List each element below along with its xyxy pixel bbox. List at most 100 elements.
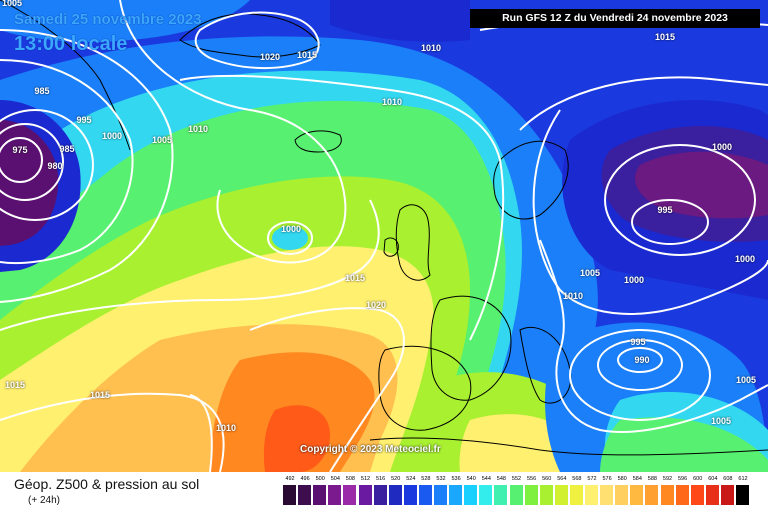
legend-value-label: 516 xyxy=(376,476,386,482)
coast-canada xyxy=(0,0,131,151)
legend-color-swatch xyxy=(449,485,463,505)
legend-item: 556 xyxy=(524,476,538,508)
legend-value-label: 492 xyxy=(285,476,295,482)
isobar-980 xyxy=(0,123,64,201)
isobar-1020 xyxy=(249,307,405,472)
isobar-label: 1015 xyxy=(4,380,26,390)
isobar-label: 1000 xyxy=(280,224,302,234)
isobar-label: 1015 xyxy=(654,32,676,42)
color-scale-legend: 492 496 500 504 508 512 516 520 524 528 532 536 540 5… xyxy=(283,476,751,508)
legend-item: 532 xyxy=(434,476,447,508)
isobar-label: 1010 xyxy=(215,423,237,433)
legend-color-swatch xyxy=(418,485,432,505)
isobar-label: 1015 xyxy=(89,390,111,400)
legend-value-label: 520 xyxy=(391,476,401,482)
legend-color-swatch xyxy=(328,485,342,505)
map-title: Géop. Z500 & pression au sol xyxy=(14,476,200,492)
isobar-label: 1010 xyxy=(420,43,442,53)
legend-color-swatch xyxy=(690,485,704,505)
legend-item: 504 xyxy=(328,476,342,508)
field-north-deep xyxy=(330,0,470,42)
legend-item: 492 xyxy=(283,476,296,508)
legend-item: 584 xyxy=(630,476,644,508)
legend-value-label: 584 xyxy=(632,476,642,482)
coast-iceland xyxy=(294,130,342,153)
legend-item: 576 xyxy=(600,476,614,508)
legend-item: 516 xyxy=(373,476,387,508)
legend-item: 508 xyxy=(343,476,357,508)
isobar-1000-east xyxy=(604,144,756,256)
legend-color-swatch xyxy=(298,485,312,505)
legend-color-swatch xyxy=(539,485,553,505)
isobar-990-south xyxy=(617,347,663,373)
legend-value-label: 608 xyxy=(723,476,733,482)
coast-africa xyxy=(369,437,768,456)
isobar-1015-b xyxy=(0,392,225,472)
isobar-label: 1010 xyxy=(381,97,403,107)
isobar-label: 985 xyxy=(59,144,75,154)
isobar-995 xyxy=(0,59,134,265)
isobar-label: 1005 xyxy=(579,268,601,278)
isobar-975 xyxy=(0,137,43,183)
isobar-label: 995 xyxy=(630,337,646,347)
coast-uk xyxy=(395,204,431,281)
legend-color-swatch xyxy=(630,485,644,505)
isobar-1010-b xyxy=(179,74,505,341)
legend-color-swatch xyxy=(283,485,296,505)
legend-value-label: 508 xyxy=(345,476,355,482)
isobar-label: 995 xyxy=(657,205,673,215)
coast-italy xyxy=(519,326,572,404)
isobar-label: 1010 xyxy=(562,291,584,301)
legend-item: 536 xyxy=(449,476,463,508)
legend-color-swatch xyxy=(554,485,568,505)
synoptic-map: 1005 985 975 980 985 995 1000 1005 1010 … xyxy=(0,0,768,472)
isobar-1015-a xyxy=(0,199,380,331)
isobar-label: 1000 xyxy=(734,254,756,264)
legend-color-swatch xyxy=(358,485,372,505)
isobar-label: 1010 xyxy=(187,124,209,134)
legend-item: 552 xyxy=(509,476,523,508)
isobar-1000-south xyxy=(569,329,711,421)
legend-item: 540 xyxy=(464,476,478,508)
legend-value-label: 524 xyxy=(406,476,416,482)
isobar-label: 1020 xyxy=(259,52,281,62)
legend-value-label: 504 xyxy=(330,476,340,482)
legend-color-swatch xyxy=(403,485,417,505)
legend-item: 500 xyxy=(313,476,327,508)
legend-value-label: 512 xyxy=(360,476,371,482)
coast-france xyxy=(430,295,512,401)
isobar-985 xyxy=(0,109,94,221)
legend-item: 580 xyxy=(615,476,629,508)
legend-value-label: 556 xyxy=(527,476,537,482)
legend-value-label: 600 xyxy=(693,476,703,482)
legend-color-swatch xyxy=(736,485,749,505)
legend-value-label: 572 xyxy=(587,476,597,482)
legend-color-swatch xyxy=(660,485,674,505)
legend-color-swatch xyxy=(464,485,478,505)
isobar-label: 1000 xyxy=(101,131,123,141)
legend-color-swatch xyxy=(494,485,508,505)
legend-color-swatch xyxy=(705,485,719,505)
legend-value-label: 536 xyxy=(451,476,461,482)
legend-item: 572 xyxy=(585,476,598,508)
legend-item: 604 xyxy=(705,476,719,508)
legend-item: 600 xyxy=(690,476,704,508)
coast-iberia xyxy=(378,345,472,431)
isobar-1005-east xyxy=(532,109,768,315)
legend-item: 608 xyxy=(720,476,734,508)
legend-color-swatch xyxy=(509,485,523,505)
legend-item: 548 xyxy=(494,476,508,508)
isobar-label: 1015 xyxy=(296,50,318,60)
coast-greenland xyxy=(179,13,321,58)
legend-value-label: 592 xyxy=(662,476,673,482)
legend-item: 520 xyxy=(388,476,402,508)
isobar-995-south xyxy=(597,339,683,391)
legend-color-swatch xyxy=(434,485,447,505)
isobar-label: 1015 xyxy=(344,273,366,283)
isobar-label: 990 xyxy=(634,355,650,365)
coastlines xyxy=(0,0,768,456)
legend-value-label: 560 xyxy=(542,476,552,482)
isobar-1020-greenland xyxy=(194,11,320,70)
legend-color-swatch xyxy=(615,485,629,505)
